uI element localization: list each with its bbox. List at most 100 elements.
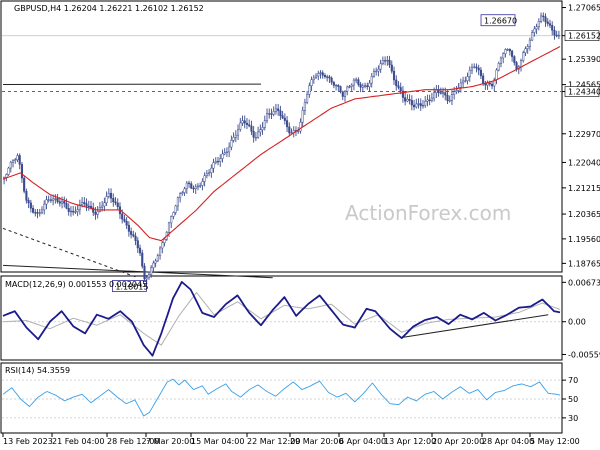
macd-tick-label: -0.005595 (568, 350, 600, 359)
candle-body (16, 155, 19, 160)
candle-body (388, 59, 391, 66)
candle-body (143, 265, 146, 280)
price-tick-label-box (564, 30, 600, 41)
candle-body (60, 201, 64, 204)
candle-body (417, 103, 420, 105)
x-tick-label: 7 Mar 20:00 (146, 437, 194, 446)
macd-main-line (2, 281, 561, 357)
candle-body (453, 91, 456, 95)
candle-body (504, 49, 507, 54)
candle-body (214, 160, 217, 163)
candle-body (428, 99, 431, 101)
candle-body (381, 60, 384, 64)
x-tick-label: 28 Apr 04:00 (482, 437, 534, 446)
candle-body (506, 49, 509, 51)
candle-body (114, 201, 117, 204)
candle-body (404, 97, 407, 102)
candle-body (355, 79, 358, 81)
price-header: GBPUSD,H4 1.26204 1.26221 1.26102 1.2615… (14, 4, 204, 13)
candle-body (279, 110, 282, 116)
candle-body (205, 173, 208, 176)
candle-body (210, 167, 213, 174)
candle-body (130, 231, 133, 235)
candle-body (237, 129, 240, 136)
candle-body (450, 94, 453, 101)
candle-body (145, 277, 148, 280)
candle-body (319, 72, 322, 74)
candle-body (439, 92, 442, 94)
candle-body (426, 99, 429, 102)
macd-signal-line (2, 292, 561, 346)
candle-body (335, 85, 338, 87)
candle-body (63, 201, 66, 204)
candle-body (67, 208, 70, 212)
macd-tick-label: 0.00 (568, 318, 586, 327)
candle-body (239, 122, 242, 130)
candle-body (20, 164, 23, 179)
candle-body (531, 32, 534, 41)
candle-body (551, 25, 554, 31)
candle-body (223, 152, 226, 155)
candle-body (301, 110, 304, 123)
candle-body (519, 60, 523, 68)
candle-body (359, 84, 362, 88)
candle-body (152, 262, 155, 268)
candle-body (123, 218, 126, 222)
candle-body (326, 76, 329, 78)
candle-body (466, 76, 469, 81)
candle-body (424, 101, 427, 106)
candle-body (170, 216, 173, 224)
candle-body (27, 200, 30, 204)
candle-body (121, 213, 124, 220)
candle-body (134, 235, 137, 241)
candle-body (317, 73, 320, 77)
candle-body (174, 205, 177, 213)
candle-body (341, 91, 344, 97)
candle-body (225, 151, 228, 153)
candle-body (40, 209, 44, 213)
candle-body (58, 201, 61, 204)
price-tick-label-box (564, 86, 600, 97)
candle-body (74, 211, 77, 213)
candle-body (38, 212, 41, 214)
candle-body (11, 160, 15, 163)
candle-body (29, 202, 32, 209)
candle-body (533, 28, 536, 33)
candle-body (212, 162, 215, 169)
candle-body (150, 267, 153, 275)
candle-body (408, 99, 411, 101)
candle-body (56, 198, 59, 202)
low-annotation-box (112, 280, 147, 292)
candle-body (297, 130, 300, 133)
candle-body (542, 15, 545, 18)
candle-body (502, 53, 505, 59)
candle-body (190, 183, 193, 189)
candle-body (430, 97, 433, 101)
price-tick-label: 1.27065 (568, 4, 600, 13)
price-tick-label: 1.21215 (568, 184, 600, 193)
candle-body (89, 205, 93, 209)
candle-body (199, 185, 202, 187)
high-annotation-box (480, 14, 516, 27)
price-tick-label: 1.20365 (568, 210, 600, 219)
x-tick-label: 22 Mar 12:00 (247, 437, 300, 446)
candle-body (372, 71, 376, 77)
candle-body (263, 120, 266, 128)
candle-body (314, 75, 318, 79)
candle-body (286, 120, 289, 128)
candle-body (310, 79, 313, 87)
candle-body (515, 62, 518, 70)
candle-body (9, 161, 12, 169)
candle-body (511, 50, 514, 57)
candle-body (488, 82, 491, 85)
candle-body (455, 90, 458, 92)
candle-body (81, 202, 84, 206)
x-tick-label: 29 Mar 20:00 (290, 437, 343, 446)
candle-body (419, 103, 422, 107)
candle-body (268, 113, 271, 115)
candle-body (303, 102, 306, 111)
candle-body (110, 192, 113, 199)
candle-body (435, 89, 438, 93)
candle-body (69, 210, 73, 213)
candle-body (370, 76, 373, 84)
